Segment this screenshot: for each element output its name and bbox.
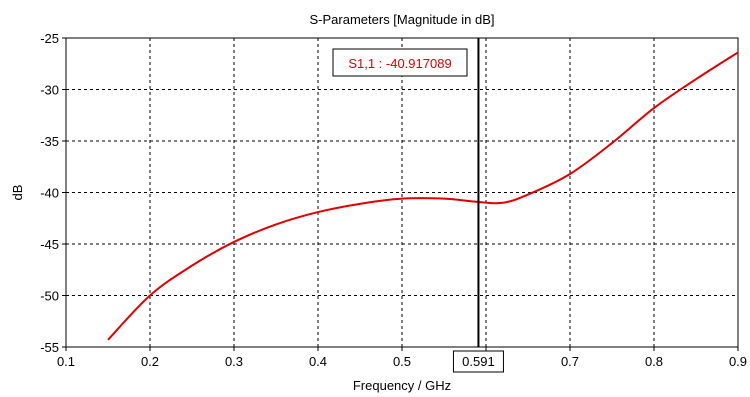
x-tick-label: 0.4 [309,354,327,369]
y-axis-label: dB [10,185,25,201]
x-tick-label: 0.2 [141,354,159,369]
marker-label: S1,1 : -40.917089 [348,56,451,71]
x-tick-label: 0.9 [729,354,747,369]
chart-title: S-Parameters [Magnitude in dB] [310,12,495,27]
series-line [107,51,739,341]
marker-x-box [452,350,504,373]
x-axis-ticks: 0.1 0.2 0.3 0.4 0.5 0.7 0.8 0.9 [57,347,747,369]
y-tick-label: -25 [40,31,59,46]
grid [66,38,738,347]
y-axis-ticks: -25 -30 -35 -40 -45 -50 -55 [40,31,66,355]
y-tick-label: -30 [40,83,59,98]
y-tick-label: -40 [40,186,59,201]
x-axis-label: Frequency / GHz [353,378,451,393]
x-tick-label: 0.1 [57,354,75,369]
marker-x-label: 0.591 [462,354,495,369]
y-tick-label: -45 [40,237,59,252]
x-tick-label: 0.8 [645,354,663,369]
series-layer [107,51,739,341]
x-tick-label: 0.3 [225,354,243,369]
x-tick-label: 0.5 [393,354,411,369]
y-tick-label: -50 [40,289,59,304]
y-tick-label: -35 [40,134,59,149]
x-tick-label: 0.7 [561,354,579,369]
marker-label-box [332,48,468,77]
y-tick-label: -55 [40,340,59,355]
